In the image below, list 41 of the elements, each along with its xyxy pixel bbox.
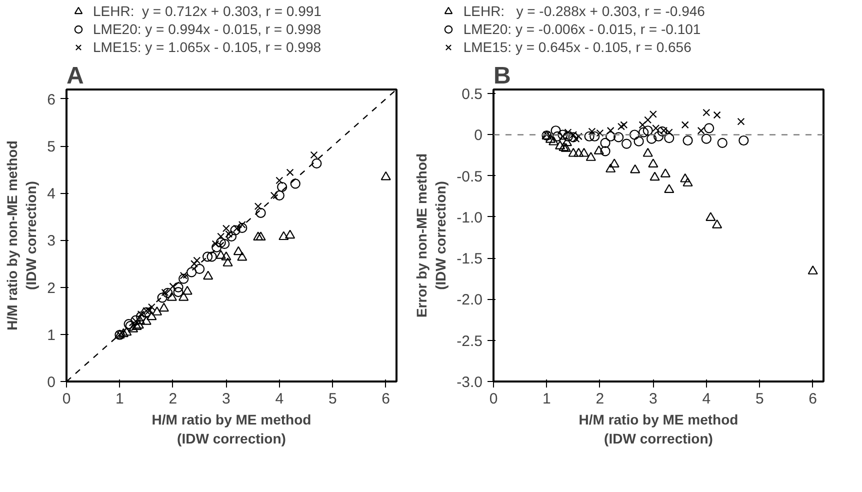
x-tick-label: 0 xyxy=(62,390,71,408)
x-tick-label: 0 xyxy=(489,390,498,408)
x-tick-label: 4 xyxy=(275,390,284,408)
legend-label: LEHR: y = 0.712x + 0.303, r = 0.991 xyxy=(93,2,322,20)
y-tick-label: 2 xyxy=(47,280,56,297)
x-tick-label: 5 xyxy=(755,390,764,408)
legend-label: LME15: y = 0.645x - 0.105, r = 0.656 xyxy=(463,38,692,56)
x-axis-title: H/M ratio by ME method (IDW correction) xyxy=(152,412,312,447)
x-tick-label: 4 xyxy=(702,390,711,408)
x-tick-label: 1 xyxy=(542,390,551,408)
x-tick-label: 2 xyxy=(168,390,178,408)
x-tick-label: 1 xyxy=(116,390,124,408)
y-tick-label: -2.0 xyxy=(456,292,483,309)
y-axis-title: Error by non-ME method (IDW correction) xyxy=(413,153,449,318)
y-tick-label: 0 xyxy=(47,374,56,391)
y-tick-label: 6 xyxy=(47,91,56,108)
y-tick-label: 0 xyxy=(474,127,482,144)
legend-label: LME20: y = -0.006x - 0.015, r = -0.101 xyxy=(463,20,701,38)
x-tick-label: 3 xyxy=(649,390,658,408)
x-tick-label: 5 xyxy=(328,390,337,408)
y-tick-label: 0.5 xyxy=(462,86,483,104)
legend-label: LME15: y = 1.065x - 0.105, r = 0.998 xyxy=(93,38,322,56)
x-axis-title: H/M ratio by ME method (IDW correction) xyxy=(578,412,738,447)
y-tick-label: 1 xyxy=(47,326,56,344)
y-tick-label: 3 xyxy=(47,232,56,250)
y-tick-label: -1.5 xyxy=(456,250,483,268)
chart-title: B xyxy=(494,62,511,90)
x-tick-label: 6 xyxy=(382,390,390,408)
y-axis-title: H/M ratio by non-ME method (IDW correction) xyxy=(4,140,40,330)
x-tick-label: 3 xyxy=(222,390,230,408)
y-tick-label: 4 xyxy=(47,186,56,203)
x-tick-label: 2 xyxy=(596,390,604,408)
y-tick-label: -1.0 xyxy=(456,209,483,226)
chart-title: A xyxy=(66,62,84,90)
legend-label: LME20: y = 0.994x - 0.015, r = 0.998 xyxy=(93,20,322,38)
legend-label: LEHR: y = -0.288x + 0.303, r = -0.946 xyxy=(463,2,705,20)
y-tick-label: 5 xyxy=(47,138,56,156)
y-tick-label: -0.5 xyxy=(456,168,483,186)
y-tick-label: -2.5 xyxy=(456,332,483,350)
y-tick-label: -3.0 xyxy=(456,374,483,391)
x-tick-label: 6 xyxy=(808,390,818,408)
